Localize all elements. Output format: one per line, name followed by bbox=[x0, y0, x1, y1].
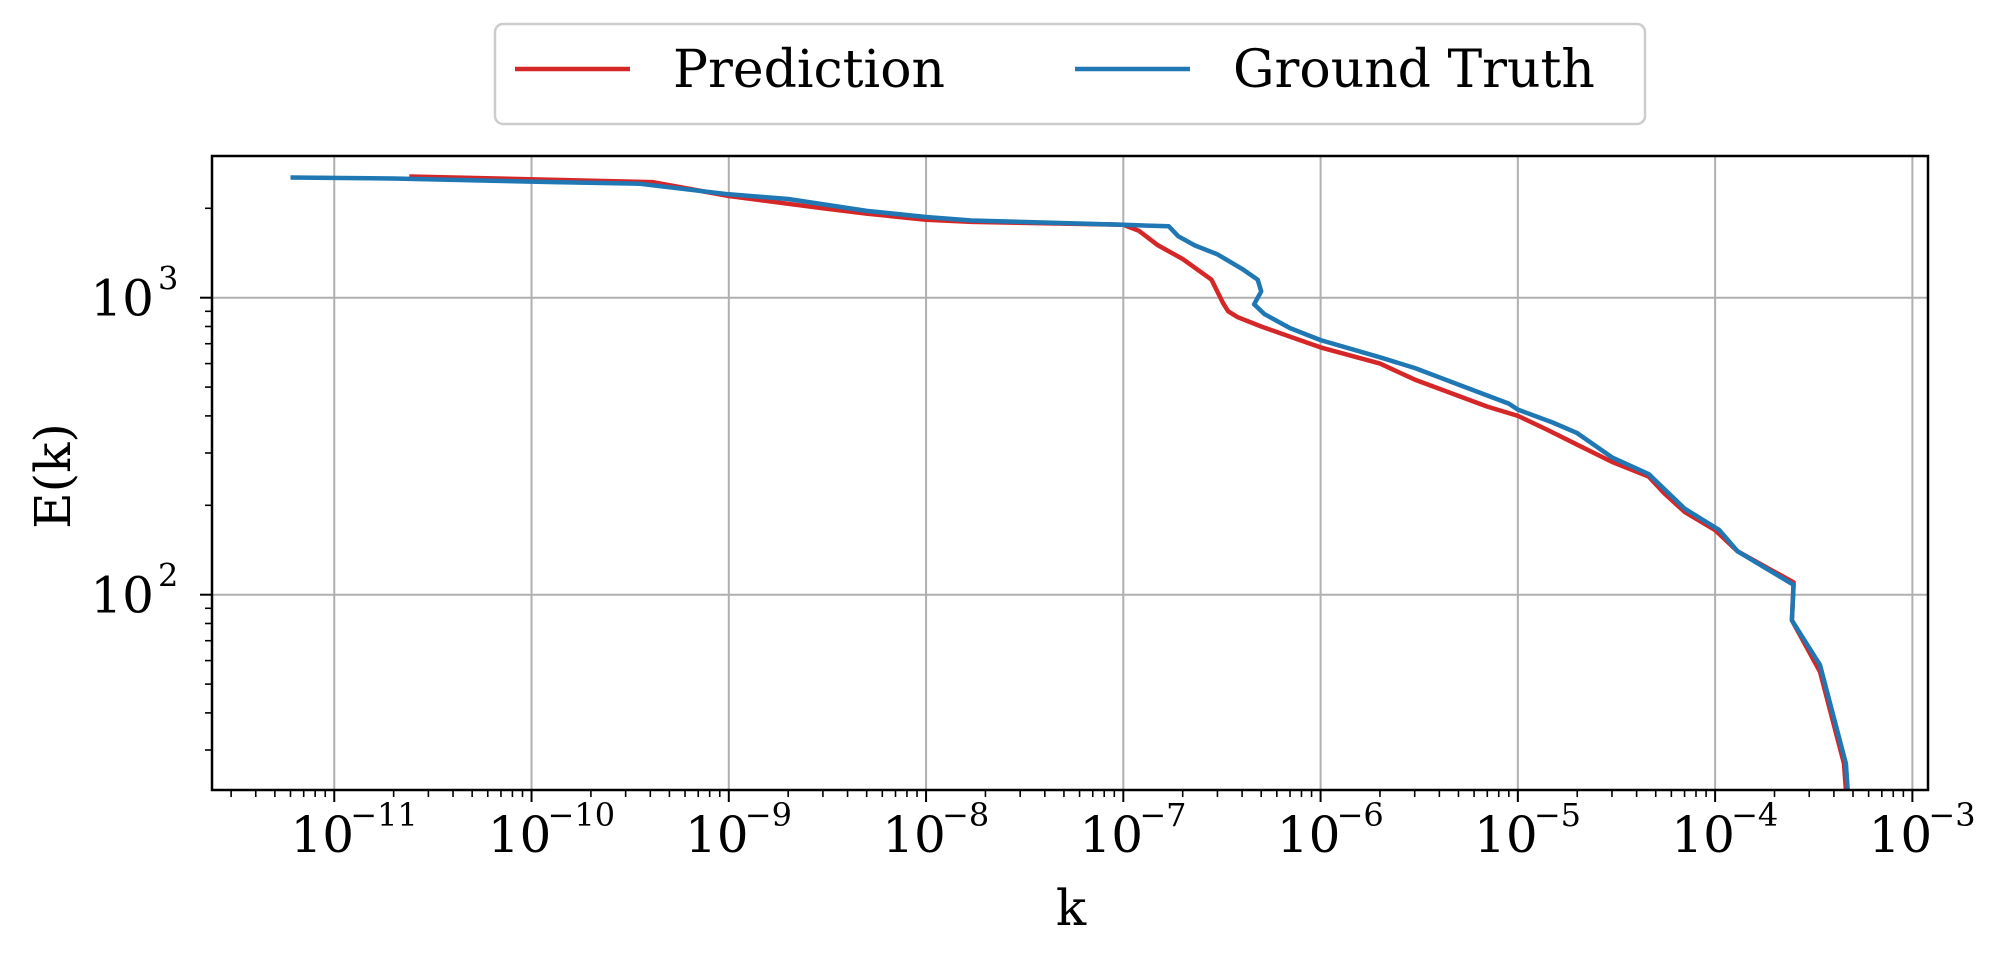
series-line-ground-truth bbox=[290, 175, 1850, 791]
legend: Prediction Ground Truth bbox=[493, 22, 1647, 126]
x-tick-label-exponent: −5 bbox=[1534, 796, 1581, 834]
x-tick-label-exponent: −11 bbox=[350, 796, 418, 834]
y-tick-label: 10 bbox=[90, 270, 154, 328]
x-tick-label: 10 bbox=[1671, 806, 1735, 864]
x-tick-label-exponent: −8 bbox=[942, 796, 989, 834]
series-group bbox=[290, 174, 1850, 791]
x-tick-label-exponent: −9 bbox=[745, 796, 792, 834]
legend-box bbox=[493, 22, 1647, 126]
x-tick-label: 10 bbox=[1080, 806, 1144, 864]
x-tick-label-exponent: −10 bbox=[548, 796, 616, 834]
grid bbox=[212, 156, 1928, 790]
y-tick-label-exponent: 3 bbox=[158, 260, 178, 298]
ticks: 10−11 10−10 10−9 10−8 10−7 10−6 10−5 10−4 10−310… bbox=[90, 207, 1976, 864]
x-tick-label: 10 bbox=[882, 806, 946, 864]
legend-label-prediction: Prediction bbox=[673, 40, 945, 100]
y-axis-label: E(k) bbox=[24, 423, 82, 529]
x-tick-label-exponent: −3 bbox=[1928, 796, 1975, 834]
x-tick-label: 10 bbox=[685, 806, 749, 864]
x-tick-label: 10 bbox=[1869, 806, 1933, 864]
x-tick-label: 10 bbox=[290, 806, 354, 864]
y-tick-label: 10 bbox=[90, 567, 154, 625]
plot-area-frame bbox=[210, 154, 1930, 792]
x-tick-label-exponent: −6 bbox=[1337, 796, 1384, 834]
x-tick-label-exponent: −7 bbox=[1139, 796, 1186, 834]
x-axis-label: k bbox=[1056, 879, 1087, 937]
y-tick-label-exponent: 2 bbox=[158, 557, 178, 595]
x-tick-label: 10 bbox=[488, 806, 552, 864]
x-tick-label-exponent: −4 bbox=[1731, 796, 1778, 834]
legend-label-ground-truth: Ground Truth bbox=[1233, 40, 1595, 100]
x-tick-label: 10 bbox=[1474, 806, 1538, 864]
x-tick-label: 10 bbox=[1277, 806, 1341, 864]
